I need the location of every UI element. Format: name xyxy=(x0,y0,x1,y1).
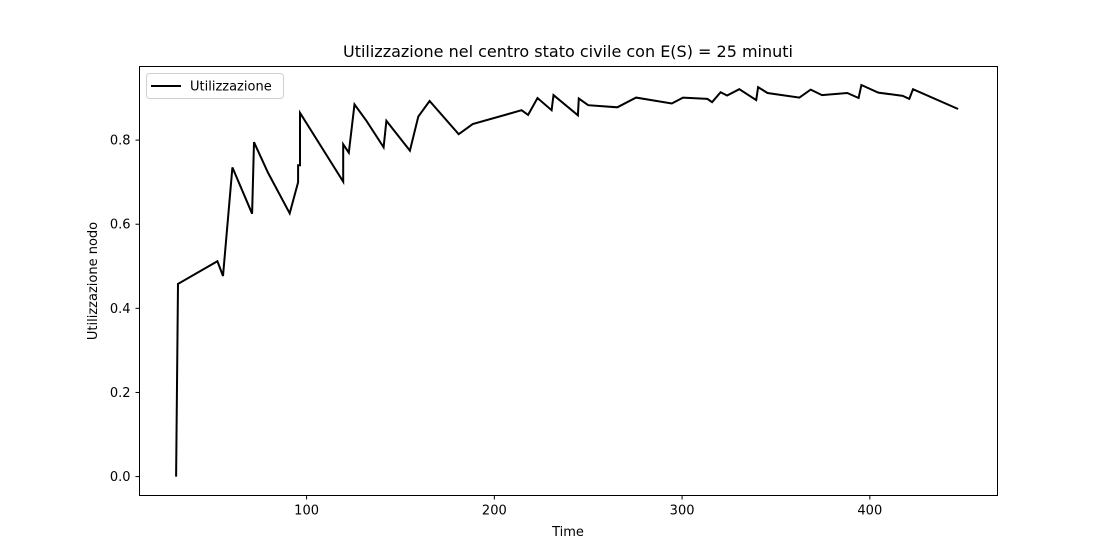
y-tick-label: 0.4 xyxy=(110,302,131,317)
x-tick-label: 100 xyxy=(294,504,319,519)
y-tick-label: 0.0 xyxy=(110,470,131,485)
chart-title: Utilizzazione nel centro stato civile co… xyxy=(343,42,793,61)
x-tick-label: 200 xyxy=(482,504,507,519)
y-tick-label: 0.6 xyxy=(110,218,131,233)
legend-label-utilizzazione: Utilizzazione xyxy=(190,80,272,95)
x-tick-label: 400 xyxy=(857,504,882,519)
x-axis-ticks: 100 200 300 400 xyxy=(294,495,882,519)
legend: Utilizzazione xyxy=(146,73,284,99)
x-axis-label: Time xyxy=(551,525,584,540)
y-axis-ticks: 0.0 0.2 0.4 0.6 0.8 xyxy=(110,134,140,485)
series-line-utilizzazione xyxy=(175,83,959,477)
plot-frame xyxy=(139,66,998,496)
legend-box xyxy=(146,73,284,99)
y-axis-label: Utilizzazione nodo xyxy=(86,222,101,340)
y-tick-label: 0.2 xyxy=(110,386,131,401)
y-tick-label: 0.8 xyxy=(110,134,131,149)
x-tick-label: 300 xyxy=(670,504,695,519)
plot-area xyxy=(175,83,959,477)
